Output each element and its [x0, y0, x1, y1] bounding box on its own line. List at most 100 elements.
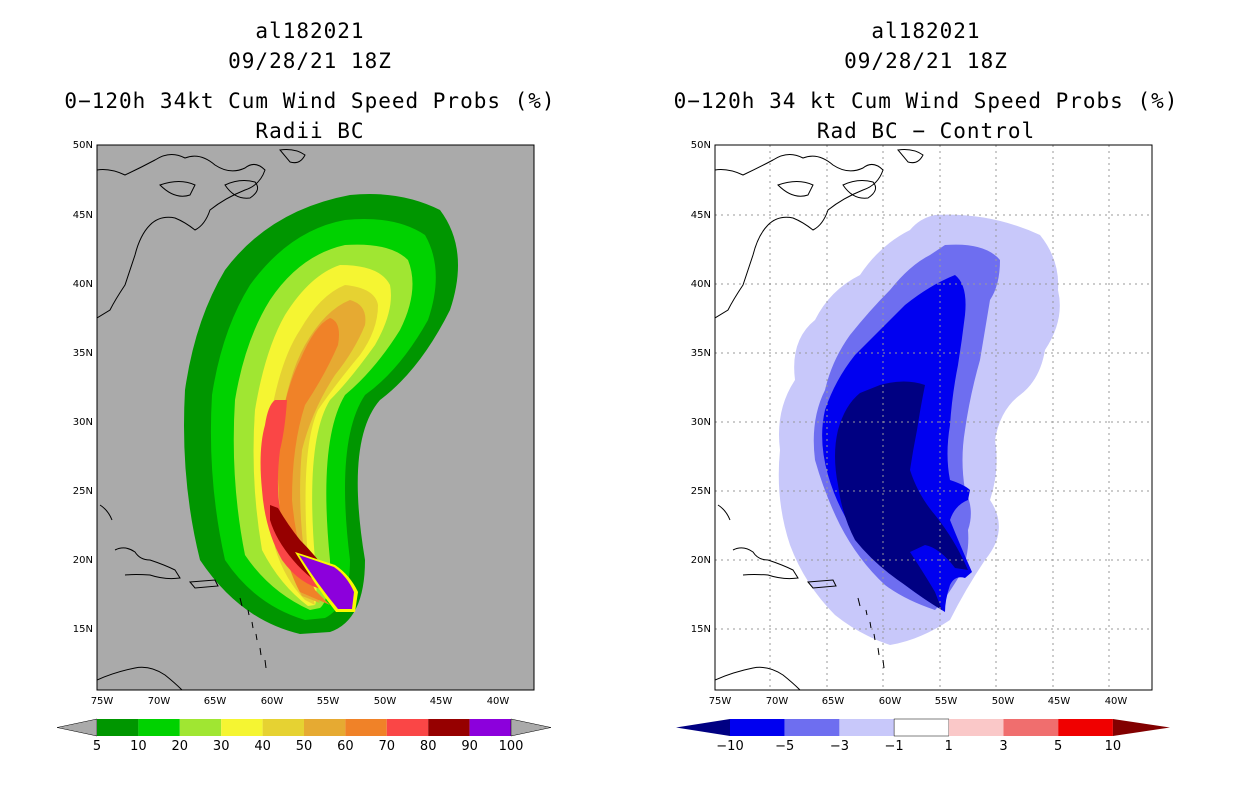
- colorbar-label: 70: [379, 739, 396, 754]
- colorbar-swatch: [221, 719, 263, 736]
- lat-tick-label: 40N: [691, 279, 711, 290]
- colorbar-label: −10: [716, 739, 743, 754]
- contour-minus-10: [835, 381, 968, 610]
- colorbar-label: 90: [461, 739, 478, 754]
- left-coastlines: [97, 149, 306, 690]
- right-product-title: 0−120h 34 kt Cum Wind Speed Probs (%): [673, 89, 1179, 113]
- colorbar-swatch: [1003, 719, 1059, 736]
- colorbar-swatch: [262, 719, 304, 736]
- colorbar-swatch: [428, 719, 470, 736]
- colorbar-swatch: [948, 719, 1004, 736]
- lat-tick-label: 25N: [73, 486, 93, 497]
- left-colorbar: 5 10 20 30 40 50 60 70 80 90 100: [56, 718, 552, 754]
- colorbar-label: 80: [420, 739, 437, 754]
- lon-tick-label: 50W: [374, 696, 397, 707]
- lat-tick-label: 20N: [73, 555, 93, 566]
- contour-100: [299, 555, 354, 609]
- lat-tick-label: 35N: [73, 348, 93, 359]
- lon-tick-label: 60W: [261, 696, 284, 707]
- left-lon-labels: 75W 70W 65W 60W 55W 50W 45W 40W: [91, 696, 510, 707]
- colorbar-low-arrow: [56, 718, 98, 737]
- left-subtitle: Radii BC: [255, 119, 365, 143]
- lon-tick-label: 75W: [91, 696, 114, 707]
- colorbar-label: 20: [172, 739, 189, 754]
- colorbar-label: 50: [296, 739, 313, 754]
- left-product-title: 0−120h 34kt Cum Wind Speed Probs (%): [64, 89, 556, 113]
- colorbar-swatch: [1058, 719, 1113, 736]
- lat-tick-label: 50N: [691, 140, 711, 151]
- lon-tick-label: 75W: [709, 696, 732, 707]
- lon-tick-label: 65W: [204, 696, 227, 707]
- right-title-block: al182021 09/28/21 18Z 0−120h 34 kt Cum W…: [656, 16, 1196, 146]
- right-lat-labels: 50N 45N 40N 35N 30N 25N 20N 15N: [691, 140, 711, 635]
- lat-tick-label: 30N: [691, 417, 711, 428]
- colorbar-label: 30: [213, 739, 230, 754]
- colorbar-low-arrow: [676, 719, 730, 736]
- right-subtitle: Rad BC − Control: [816, 119, 1036, 143]
- left-map-frame: [96, 144, 535, 691]
- left-storm-id: al182021: [255, 19, 365, 43]
- lat-tick-label: 45N: [73, 210, 93, 221]
- left-title-block: al182021 09/28/21 18Z 0−120h 34kt Cum Wi…: [40, 16, 580, 146]
- lat-tick-label: 25N: [691, 486, 711, 497]
- colorbar-label: 40: [254, 739, 271, 754]
- left-map-panel: [96, 144, 535, 691]
- left-probability-contours: [184, 194, 458, 634]
- colorbar-swatch: [730, 719, 785, 736]
- lat-tick-label: 45N: [691, 210, 711, 221]
- colorbar-label: 1: [945, 739, 953, 754]
- contour-70: [260, 400, 325, 590]
- right-map-panel: [714, 144, 1153, 691]
- right-colorbar: −10 −5 −3 −1 1 3 5 10: [676, 718, 1170, 754]
- lon-tick-label: 45W: [430, 696, 453, 707]
- colorbar-label: 10: [130, 739, 147, 754]
- colorbar-swatch: [784, 719, 840, 736]
- lat-tick-label: 15N: [73, 624, 93, 635]
- colorbar-label: 5: [1054, 739, 1062, 754]
- colorbar-swatch: [386, 719, 429, 736]
- lon-tick-label: 50W: [992, 696, 1015, 707]
- colorbar-label: −1: [885, 739, 904, 754]
- lon-tick-label: 60W: [879, 696, 902, 707]
- colorbar-label: −3: [830, 739, 849, 754]
- lat-tick-label: 30N: [73, 417, 93, 428]
- lat-tick-label: 15N: [691, 624, 711, 635]
- right-datetime: 09/28/21 18Z: [844, 49, 1008, 73]
- right-difference-contours: [778, 214, 1060, 645]
- colorbar-label: 5: [93, 739, 101, 754]
- right-grid-lines: [715, 145, 1152, 690]
- colorbar-swatch: [138, 719, 180, 736]
- colorbar-label: 100: [499, 739, 524, 754]
- lon-tick-label: 55W: [317, 696, 340, 707]
- colorbar-label: −5: [775, 739, 794, 754]
- colorbar-label: 60: [337, 739, 354, 754]
- right-lon-labels: 75W 70W 65W 60W 55W 50W 45W 40W: [709, 696, 1128, 707]
- lon-tick-label: 40W: [1105, 696, 1128, 707]
- lon-tick-label: 70W: [766, 696, 789, 707]
- lat-tick-label: 20N: [691, 555, 711, 566]
- right-coastlines: [715, 149, 924, 690]
- colorbar-label: 3: [999, 739, 1007, 754]
- colorbar-swatch: [97, 719, 139, 736]
- colorbar-swatch: [345, 719, 387, 736]
- colorbar-swatch: [469, 719, 511, 736]
- colorbar-label: 10: [1105, 739, 1122, 754]
- lat-tick-label: 50N: [73, 140, 93, 151]
- lat-tick-label: 40N: [73, 279, 93, 290]
- lon-tick-label: 45W: [1048, 696, 1071, 707]
- colorbar-swatch: [179, 719, 222, 736]
- colorbar-swatch: [893, 718, 950, 737]
- lon-tick-label: 40W: [487, 696, 510, 707]
- left-datetime: 09/28/21 18Z: [228, 49, 392, 73]
- colorbar-swatch: [839, 719, 895, 736]
- lon-tick-label: 65W: [822, 696, 845, 707]
- lat-tick-label: 35N: [691, 348, 711, 359]
- left-lat-labels: 50N 45N 40N 35N 30N 25N 20N 15N: [73, 140, 93, 635]
- right-storm-id: al182021: [871, 19, 981, 43]
- lon-tick-label: 55W: [935, 696, 958, 707]
- colorbar-swatch: [304, 719, 346, 736]
- lon-tick-label: 70W: [148, 696, 171, 707]
- right-map-frame: [714, 144, 1153, 691]
- colorbar-high-arrow: [1112, 719, 1170, 736]
